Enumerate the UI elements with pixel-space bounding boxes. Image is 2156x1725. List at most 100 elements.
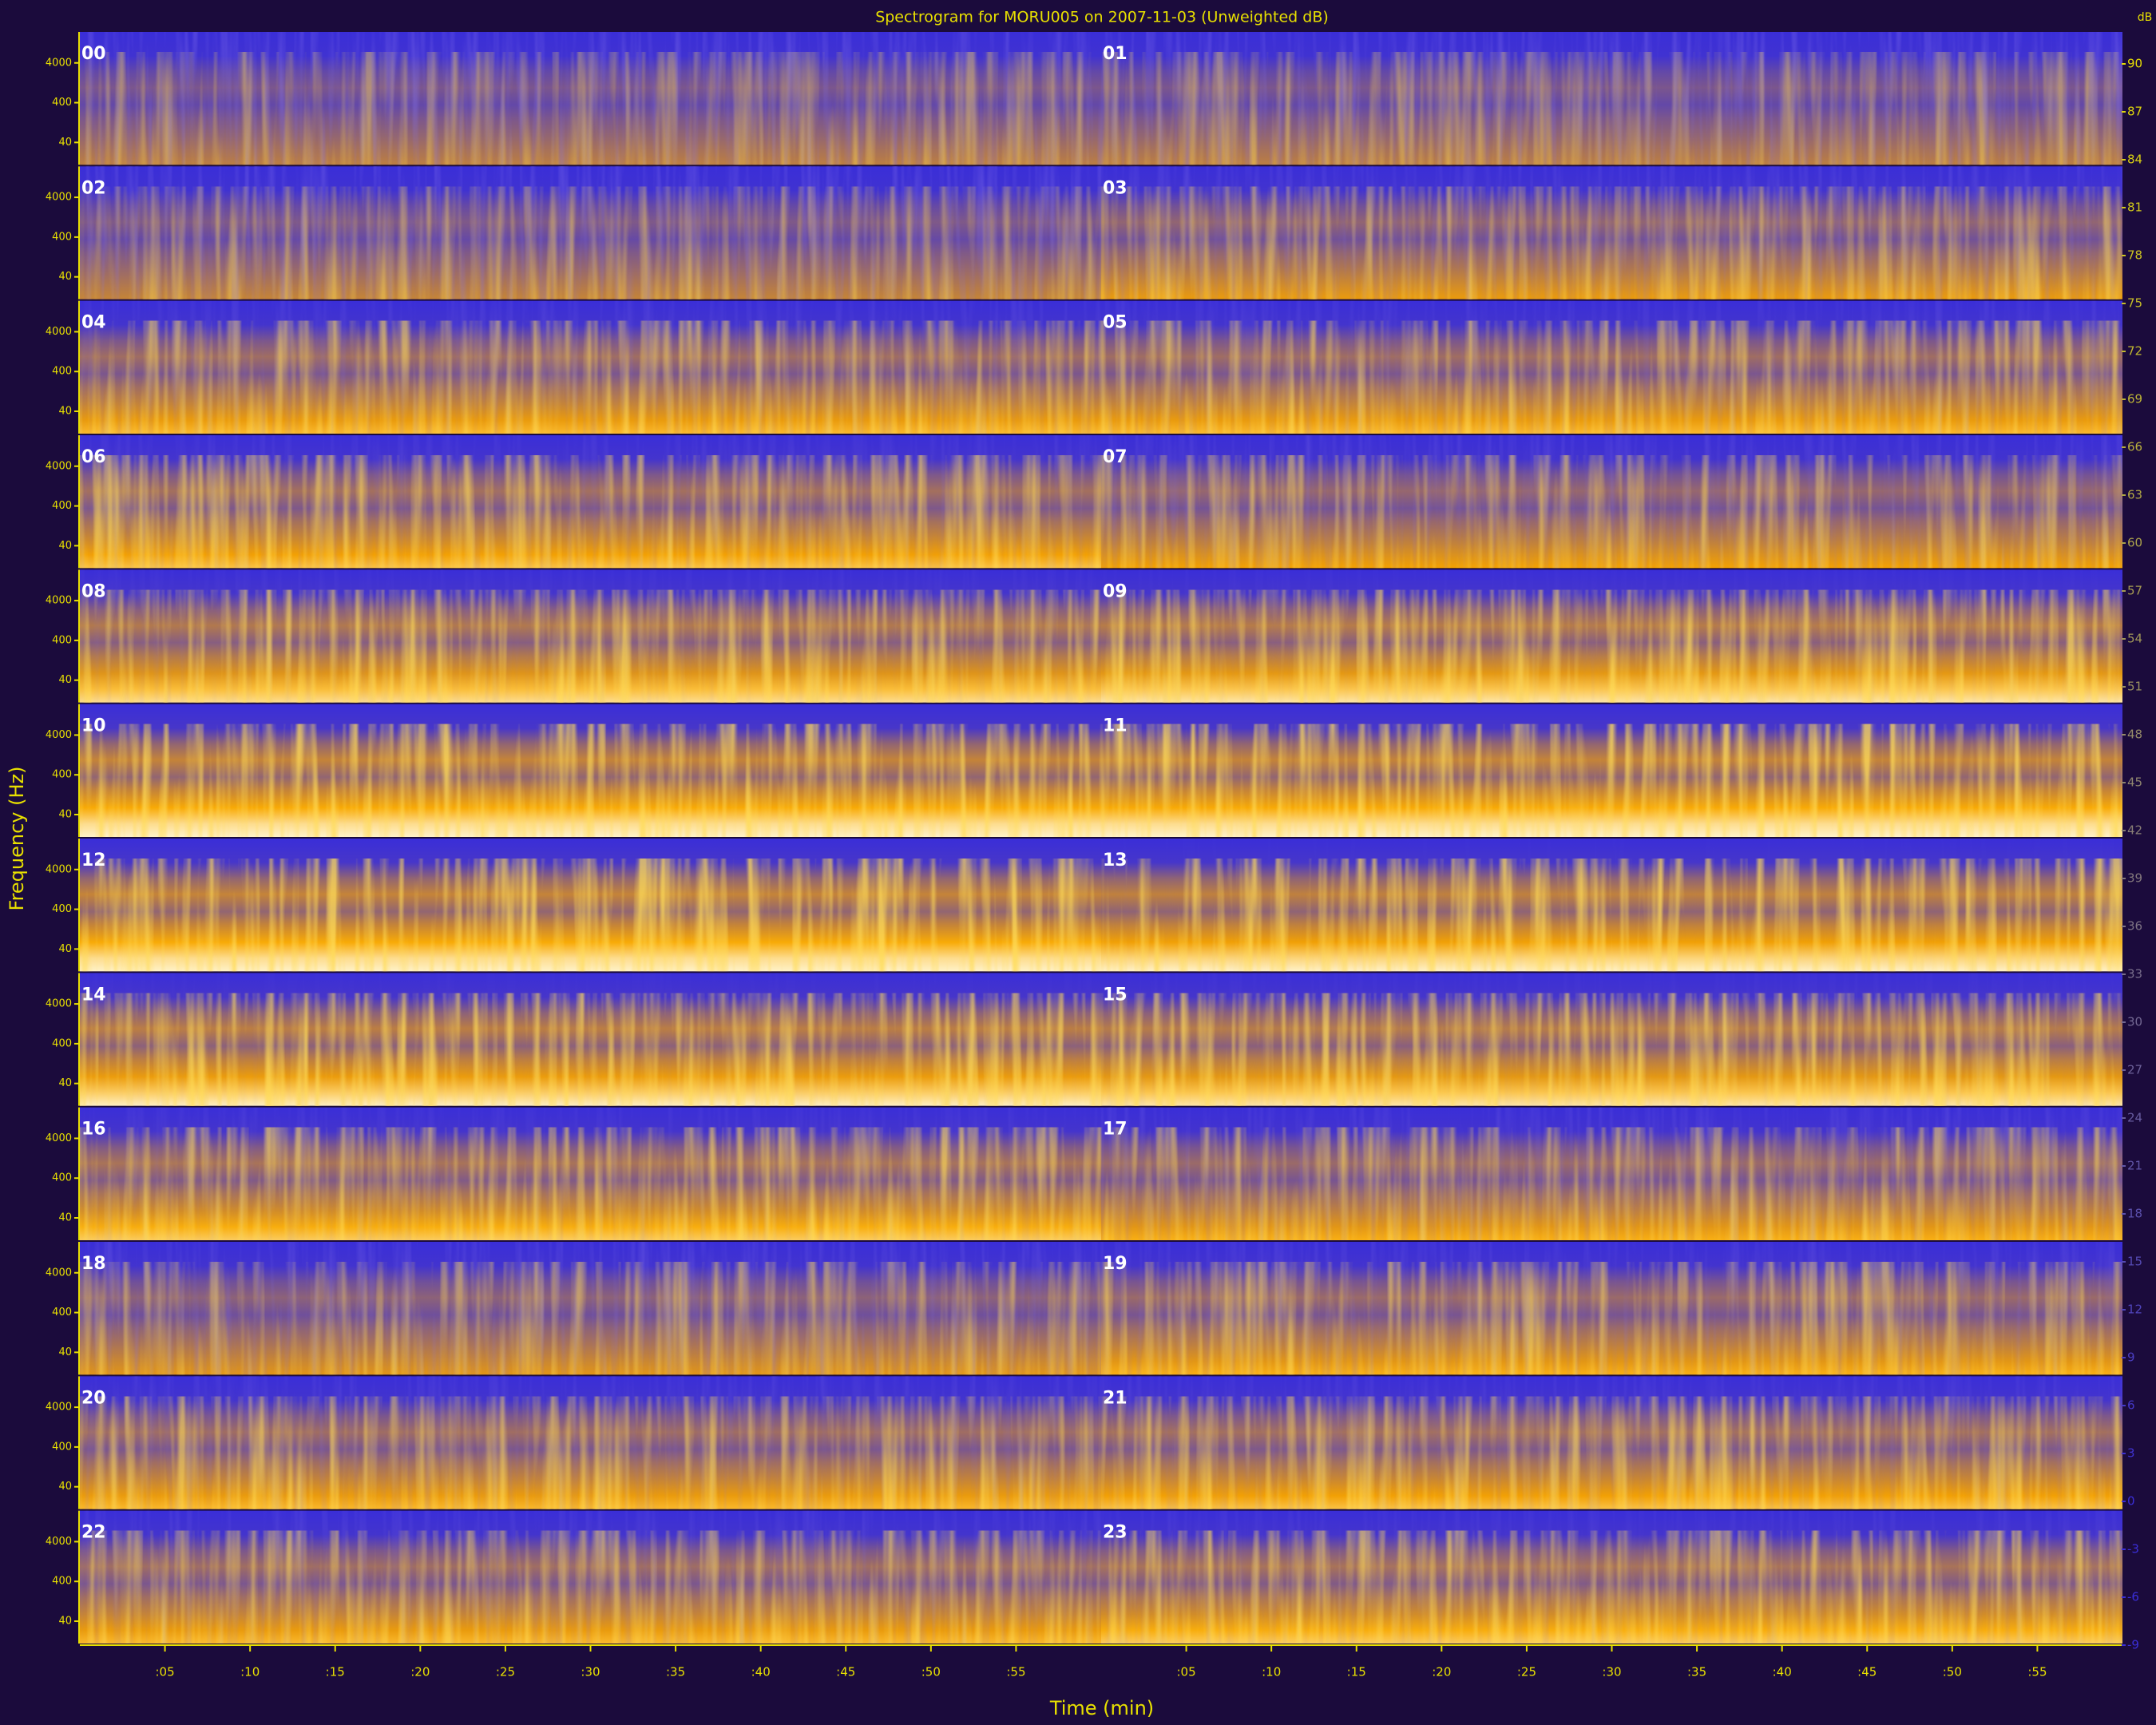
y-tick-label: 40 <box>58 1616 72 1628</box>
spectrogram-texture <box>1101 300 2122 434</box>
hour-label: 07 <box>1103 447 1128 467</box>
x-tick-label: :10 <box>1262 1665 1281 1679</box>
x-tick-label: :40 <box>751 1665 771 1679</box>
spectrogram-texture <box>1101 32 2122 165</box>
spectrogram-texture <box>1101 166 2122 299</box>
y-tick-label: 400 <box>52 1037 72 1049</box>
y-tick-label: 40 <box>58 540 72 552</box>
hour-label: 03 <box>1103 178 1128 198</box>
spectrogram-texture <box>80 1510 1101 1644</box>
y-tick-label: 4000 <box>46 326 72 338</box>
y-tick-label: 4000 <box>46 1536 72 1548</box>
y-tick-label: 4000 <box>46 595 72 607</box>
hour-label: 19 <box>1103 1254 1128 1274</box>
hour-label: 20 <box>81 1388 106 1408</box>
y-tick-label: 4000 <box>46 863 72 875</box>
x-tick-label: :55 <box>1006 1665 1025 1679</box>
x-tick-label: :40 <box>1773 1665 1792 1679</box>
x-axis-label: Time (min) <box>1049 1697 1154 1719</box>
y-tick-label: 400 <box>52 231 72 243</box>
y-tick-label: 400 <box>52 769 72 781</box>
x-tick-label: :30 <box>581 1665 600 1679</box>
hour-label: 06 <box>81 447 106 467</box>
colorbar-tick-label: 27 <box>2127 1063 2142 1077</box>
x-tick-label: :50 <box>921 1665 941 1679</box>
spectrogram-texture <box>1101 973 2122 1106</box>
y-tick-label: 4000 <box>46 729 72 741</box>
colorbar-tick-label: 42 <box>2127 823 2142 838</box>
x-tick-label: :20 <box>1432 1665 1451 1679</box>
y-tick-label: 40 <box>58 674 72 686</box>
y-tick-label: 4000 <box>46 1402 72 1414</box>
hour-label: 16 <box>81 1120 106 1140</box>
x-tick-label: :10 <box>240 1665 260 1679</box>
spectrogram-texture <box>1101 435 2122 569</box>
spectrogram-texture <box>1101 1376 2122 1509</box>
y-tick-label: 40 <box>58 1212 72 1224</box>
hour-label: 15 <box>1103 985 1128 1005</box>
y-tick-label: 4000 <box>46 192 72 204</box>
colorbar-tick-label: 24 <box>2127 1111 2142 1125</box>
spectrogram-texture <box>80 435 1101 569</box>
spectrogram-texture <box>1101 569 2122 703</box>
spectrogram-texture <box>80 1107 1101 1240</box>
y-tick-label: 4000 <box>46 1267 72 1279</box>
x-tick-label: :20 <box>410 1665 430 1679</box>
spectrogram-texture <box>80 300 1101 434</box>
colorbar-tick-label: 6 <box>2127 1398 2135 1413</box>
y-tick-label: 40 <box>58 943 72 955</box>
colorbar-tick-label: 33 <box>2127 967 2142 981</box>
colorbar-tick-label: 66 <box>2127 440 2142 454</box>
y-tick-label: 40 <box>58 1077 72 1089</box>
y-tick-label: 4000 <box>46 1132 72 1144</box>
y-tick-label: 40 <box>58 271 72 283</box>
spectrogram-texture <box>80 569 1101 703</box>
spectrogram-texture <box>80 724 1101 837</box>
colorbar-tick-label: 36 <box>2127 919 2142 934</box>
colorbar-tick-label: -9 <box>2127 1638 2139 1652</box>
colorbar-tick-label: 90 <box>2127 57 2142 71</box>
x-tick-label: :25 <box>1517 1665 1536 1679</box>
x-tick-label: :05 <box>156 1665 175 1679</box>
chart-title: Spectrogram for MORU005 on 2007-11-03 (U… <box>875 9 1329 26</box>
y-tick-label: 40 <box>58 137 72 149</box>
colorbar-tick-label: 60 <box>2127 536 2142 550</box>
colorbar-tick-label: 30 <box>2127 1015 2142 1029</box>
colorbar-tick-label: -3 <box>2127 1542 2139 1556</box>
x-tick-label: :35 <box>666 1665 685 1679</box>
hour-label: 12 <box>81 851 106 870</box>
colorbar-tick-label: 54 <box>2127 632 2142 646</box>
hour-label: 04 <box>81 313 106 333</box>
spectrogram-texture <box>80 166 1101 299</box>
colorbar-tick-label: 51 <box>2127 680 2142 694</box>
spectrogram-texture <box>1101 1510 2122 1644</box>
x-tick-label: :55 <box>2027 1665 2047 1679</box>
spectrogram-texture <box>80 32 1101 165</box>
colorbar-tick-label: 63 <box>2127 488 2142 502</box>
hour-label: 09 <box>1103 581 1128 601</box>
colorbar-tick-label: 0 <box>2127 1494 2135 1509</box>
hour-label: 14 <box>81 985 106 1005</box>
colorbar-tick-label: 9 <box>2127 1350 2135 1365</box>
hour-label: 01 <box>1103 44 1128 64</box>
colorbar-tick-label: 21 <box>2127 1159 2142 1173</box>
colorbar-tick-label: 87 <box>2127 105 2142 119</box>
colorbar-tick-label: 12 <box>2127 1303 2142 1317</box>
colorbar-tick-label: 45 <box>2127 775 2142 790</box>
y-axis-label: Frequency (Hz) <box>6 767 28 911</box>
y-tick-label: 400 <box>52 1307 72 1319</box>
y-tick-label: 400 <box>52 1441 72 1453</box>
colorbar-tick-label: 72 <box>2127 344 2142 359</box>
spectrogram-texture <box>1101 1242 2122 1375</box>
y-tick-label: 40 <box>58 1481 72 1493</box>
hour-label: 00 <box>81 44 106 64</box>
spectrogram-texture <box>1101 859 2122 972</box>
hour-label: 21 <box>1103 1388 1128 1408</box>
spectrogram-texture <box>80 859 1101 972</box>
x-tick-label: :15 <box>326 1665 345 1679</box>
y-tick-label: 400 <box>52 1172 72 1184</box>
y-tick-label: 40 <box>58 406 72 418</box>
y-tick-label: 400 <box>52 366 72 378</box>
colorbar-tick-label: 69 <box>2127 392 2142 406</box>
